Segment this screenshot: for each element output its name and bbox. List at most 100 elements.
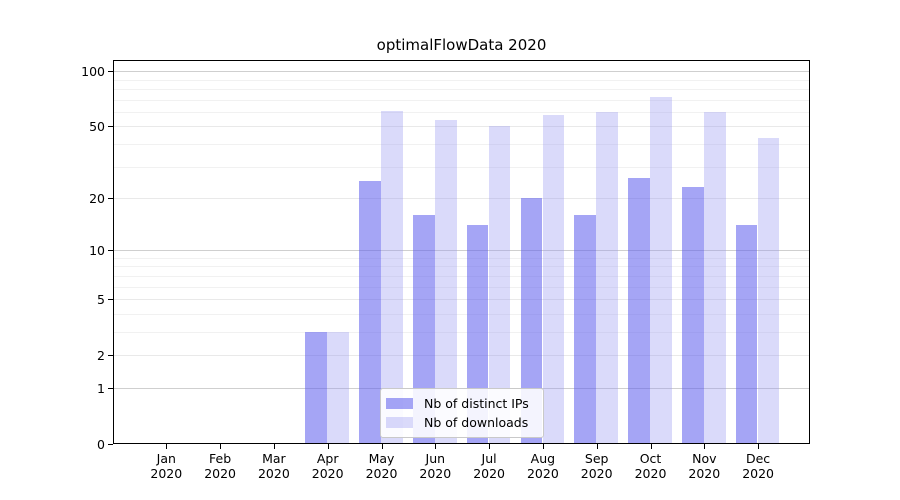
- x-tick-mark-nov: [704, 444, 706, 449]
- x-tick-label-nov: Nov 2020: [672, 451, 736, 481]
- legend-item-distinct-ips: Nb of distinct IPs: [386, 395, 537, 412]
- x-tick-label-jan: Jan 2020: [134, 451, 198, 481]
- x-tick-label-feb: Feb 2020: [188, 451, 252, 481]
- x-tick-year: 2020: [365, 465, 398, 481]
- chart-title: optimalFlowData 2020: [376, 36, 547, 54]
- x-tick-mark-feb: [220, 444, 222, 449]
- legend-swatch-downloads: [386, 417, 413, 428]
- bar-distinct-ips-oct: [628, 177, 650, 444]
- gridline-y5: [113, 299, 810, 300]
- bar-downloads-dec: [757, 138, 780, 444]
- gridline-y2: [113, 355, 810, 356]
- gridline-y7: [113, 276, 810, 277]
- y-tick-label-10: 10: [89, 243, 105, 258]
- gridline-y100: [113, 71, 810, 72]
- bar-distinct-ips-apr: [305, 332, 327, 444]
- gridline-y6: [113, 287, 810, 288]
- x-tick-label-dec: Dec 2020: [726, 451, 790, 481]
- y-tick-mark-0: [108, 444, 113, 445]
- x-tick-month: Nov: [692, 451, 717, 466]
- x-tick-label-mar: Mar 2020: [242, 451, 306, 481]
- y-tick-label-0: 0: [97, 437, 105, 452]
- x-tick-month: May: [368, 451, 395, 466]
- x-tick-mark-jul: [489, 444, 491, 449]
- x-tick-mark-mar: [273, 444, 275, 449]
- x-tick-mark-jan: [166, 444, 168, 449]
- x-tick-year: 2020: [688, 465, 721, 481]
- x-tick-label-sep: Sep 2020: [565, 451, 629, 481]
- legend-label: Nb of downloads: [424, 415, 529, 430]
- x-tick-label-jun: Jun 2020: [403, 451, 467, 481]
- bar-distinct-ips-dec: [735, 225, 758, 444]
- bar-downloads-nov: [704, 111, 726, 444]
- x-tick-year: 2020: [473, 465, 505, 481]
- y-tick-mark-10: [108, 250, 113, 251]
- gridline-y8: [113, 266, 810, 267]
- x-tick-year: 2020: [419, 465, 452, 481]
- x-tick-mark-oct: [650, 444, 652, 449]
- y-tick-label-1: 1: [97, 381, 105, 396]
- gridline-y3: [113, 332, 810, 333]
- bar-downloads-sep: [596, 111, 618, 444]
- bar-distinct-ips-jun: [413, 215, 435, 444]
- x-tick-year: 2020: [150, 465, 183, 481]
- x-tick-label-apr: Apr 2020: [296, 451, 360, 481]
- y-tick-label-100: 100: [81, 64, 105, 79]
- x-tick-mark-jun: [435, 444, 437, 449]
- bar-distinct-ips-may: [359, 180, 381, 444]
- y-tick-label-20: 20: [89, 191, 105, 206]
- x-tick-month: Dec: [745, 451, 771, 466]
- bar-distinct-ips-sep: [574, 215, 596, 444]
- x-tick-label-oct: Oct 2020: [619, 451, 683, 481]
- plot-area: [113, 60, 810, 444]
- legend-label: Nb of distinct IPs: [424, 396, 529, 411]
- bar-downloads-jul: [488, 126, 511, 444]
- x-tick-month: Oct: [639, 451, 662, 466]
- x-tick-year: 2020: [634, 465, 667, 481]
- x-tick-label-may: May 2020: [350, 451, 414, 481]
- y-tick-mark-2: [108, 355, 113, 356]
- x-tick-month: Jan: [156, 451, 176, 466]
- y-tick-mark-100: [108, 71, 113, 72]
- gridline-y9: [113, 258, 810, 259]
- x-tick-month: Mar: [262, 451, 286, 466]
- bar-downloads-aug: [542, 114, 565, 444]
- x-tick-mark-aug: [542, 444, 544, 449]
- x-tick-year: 2020: [526, 465, 559, 481]
- x-tick-month: Jun: [425, 451, 446, 466]
- x-tick-month: Sep: [584, 451, 609, 466]
- x-tick-mark-dec: [758, 444, 760, 449]
- x-tick-year: 2020: [311, 465, 344, 481]
- gridline-y80: [113, 89, 810, 90]
- y-tick-label-5: 5: [97, 292, 105, 307]
- legend-swatch-distinct-ips: [386, 398, 413, 409]
- gridline-y10: [113, 250, 810, 251]
- gridline-y90: [113, 80, 810, 81]
- legend: Nb of distinct IPs Nb of downloads: [380, 388, 544, 438]
- x-tick-year: 2020: [580, 465, 613, 481]
- y-tick-mark-1: [108, 388, 113, 389]
- x-tick-mark-sep: [596, 444, 598, 449]
- y-tick-mark-5: [108, 299, 113, 300]
- x-tick-year: 2020: [204, 465, 236, 481]
- bar-downloads-oct: [650, 97, 672, 444]
- x-tick-label-jul: Jul 2020: [457, 451, 521, 481]
- y-tick-mark-20: [108, 198, 113, 199]
- x-tick-month: Feb: [209, 451, 232, 466]
- gridline-y50: [113, 126, 810, 127]
- y-tick-mark-50: [108, 126, 113, 127]
- x-tick-month: Apr: [316, 451, 339, 466]
- gridline-y40: [113, 144, 810, 145]
- x-tick-month: Aug: [530, 451, 556, 466]
- y-tick-label-2: 2: [97, 348, 105, 363]
- bar-distinct-ips-nov: [682, 187, 704, 444]
- x-tick-label-aug: Aug 2020: [511, 451, 575, 481]
- legend-item-downloads: Nb of downloads: [386, 414, 537, 431]
- x-tick-year: 2020: [742, 465, 774, 481]
- bar-downloads-jun: [435, 120, 457, 444]
- y-tick-label-50: 50: [89, 119, 105, 134]
- gridline-y20: [113, 198, 810, 199]
- gridline-y4: [113, 314, 810, 315]
- gridline-y30: [113, 167, 810, 168]
